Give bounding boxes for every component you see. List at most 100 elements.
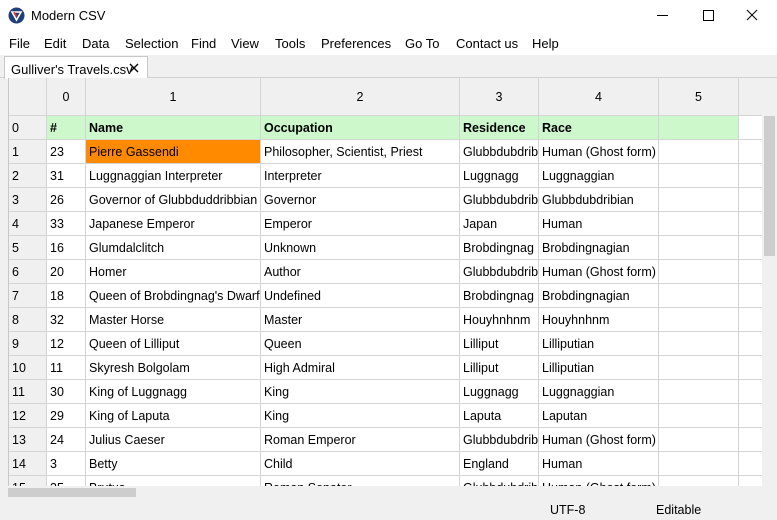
data-cell[interactable]: Glubbdubdribian: [539, 188, 659, 212]
data-cell[interactable]: Queen of Lilliput: [86, 332, 261, 356]
column-header[interactable]: 4: [539, 78, 659, 116]
data-cell[interactable]: 24: [47, 428, 86, 452]
data-cell[interactable]: 32: [47, 308, 86, 332]
data-cell[interactable]: [659, 476, 739, 486]
data-cell[interactable]: [739, 188, 762, 212]
vertical-scrollbar[interactable]: [762, 78, 777, 498]
data-cell[interactable]: 29: [47, 404, 86, 428]
row-header[interactable]: 12: [9, 404, 47, 428]
data-cell[interactable]: Brobdingnagian: [539, 284, 659, 308]
data-cell[interactable]: Brobdingnag: [460, 236, 539, 260]
data-cell[interactable]: Human (Ghost form): [539, 428, 659, 452]
header-cell[interactable]: #: [47, 116, 86, 140]
row-header[interactable]: 13: [9, 428, 47, 452]
data-cell[interactable]: 35: [47, 476, 86, 486]
scroll-thumb[interactable]: [8, 488, 136, 497]
data-cell[interactable]: Lilliputian: [539, 356, 659, 380]
data-cell[interactable]: Luggnagg: [460, 164, 539, 188]
data-cell[interactable]: Houyhnhnm: [539, 308, 659, 332]
tab-close[interactable]: [129, 63, 139, 73]
data-cell[interactable]: [659, 140, 739, 164]
data-cell[interactable]: Glumdalclitch: [86, 236, 261, 260]
data-cell[interactable]: Lilliputian: [539, 332, 659, 356]
data-cell[interactable]: Interpreter: [261, 164, 460, 188]
data-cell[interactable]: 16: [47, 236, 86, 260]
row-header[interactable]: 1: [9, 140, 47, 164]
data-cell[interactable]: Human (Ghost form): [539, 476, 659, 486]
row-header[interactable]: 9: [9, 332, 47, 356]
data-cell[interactable]: Betty: [86, 452, 261, 476]
data-cell[interactable]: Brutus: [86, 476, 261, 486]
data-cell[interactable]: King: [261, 404, 460, 428]
data-cell[interactable]: [659, 452, 739, 476]
data-cell[interactable]: 12: [47, 332, 86, 356]
data-cell[interactable]: Luggnaggian: [539, 380, 659, 404]
data-cell[interactable]: 33: [47, 212, 86, 236]
data-cell[interactable]: Philosopher, Scientist, Priest: [261, 140, 460, 164]
data-cell[interactable]: Glubbdubdrib: [460, 476, 539, 486]
data-cell[interactable]: Houyhnhnm: [460, 308, 539, 332]
data-cell[interactable]: Laputan: [539, 404, 659, 428]
data-cell[interactable]: Lilliput: [460, 332, 539, 356]
header-cell[interactable]: [659, 116, 739, 140]
data-cell[interactable]: Luggnagg: [460, 380, 539, 404]
data-cell[interactable]: [739, 212, 762, 236]
data-cell[interactable]: Japanese Emperor: [86, 212, 261, 236]
column-header[interactable]: 3: [460, 78, 539, 116]
menu-item[interactable]: Help: [532, 36, 559, 51]
column-header[interactable]: 1: [86, 78, 261, 116]
data-cell[interactable]: [659, 380, 739, 404]
menu-item[interactable]: Preferences: [321, 36, 392, 51]
data-cell[interactable]: Unknown: [261, 236, 460, 260]
data-cell[interactable]: King: [261, 380, 460, 404]
menu-item[interactable]: File: [9, 36, 30, 51]
data-cell[interactable]: Homer: [86, 260, 261, 284]
data-cell[interactable]: Pierre Gassendi: [86, 140, 261, 164]
data-cell[interactable]: [739, 308, 762, 332]
data-cell[interactable]: 18: [47, 284, 86, 308]
menu-item[interactable]: Go To: [405, 36, 440, 51]
data-cell[interactable]: [739, 164, 762, 188]
data-cell[interactable]: Glubbdubdrib: [460, 260, 539, 284]
column-header[interactable]: [739, 78, 762, 116]
menu-item[interactable]: View: [231, 36, 259, 51]
row-header[interactable]: 3: [9, 188, 47, 212]
data-cell[interactable]: King of Luggnagg: [86, 380, 261, 404]
menu-item[interactable]: Selection: [125, 36, 179, 51]
data-cell[interactable]: [739, 236, 762, 260]
data-cell[interactable]: Governor of Glubbduddribbian: [86, 188, 261, 212]
data-cell[interactable]: [659, 428, 739, 452]
data-cell[interactable]: Queen: [261, 332, 460, 356]
data-cell[interactable]: Human: [539, 212, 659, 236]
data-cell[interactable]: 26: [47, 188, 86, 212]
data-cell[interactable]: [739, 452, 762, 476]
row-header[interactable]: 2: [9, 164, 47, 188]
menu-item[interactable]: Edit: [44, 36, 67, 51]
data-cell[interactable]: [739, 476, 762, 486]
data-cell[interactable]: [659, 188, 739, 212]
menu-item[interactable]: Contact us: [456, 36, 519, 51]
data-cell[interactable]: Brobdingnagian: [539, 236, 659, 260]
data-cell[interactable]: [659, 308, 739, 332]
data-cell[interactable]: [739, 404, 762, 428]
row-header[interactable]: 4: [9, 212, 47, 236]
data-cell[interactable]: Japan: [460, 212, 539, 236]
data-cell[interactable]: Brobdingnag: [460, 284, 539, 308]
header-cell[interactable]: Occupation: [261, 116, 460, 140]
data-cell[interactable]: Human (Ghost form): [539, 260, 659, 284]
data-cell[interactable]: [739, 260, 762, 284]
column-header[interactable]: 5: [659, 78, 739, 116]
data-cell[interactable]: Queen of Brobdingnag's Dwarf: [86, 284, 261, 308]
row-header[interactable]: 8: [9, 308, 47, 332]
window-controls[interactable]: [640, 0, 777, 31]
data-cell[interactable]: 30: [47, 380, 86, 404]
data-cell[interactable]: [659, 332, 739, 356]
data-cell[interactable]: [739, 356, 762, 380]
data-cell[interactable]: 3: [47, 452, 86, 476]
data-cell[interactable]: Luggnaggian: [539, 164, 659, 188]
data-cell[interactable]: King of Laputa: [86, 404, 261, 428]
data-cell[interactable]: Laputa: [460, 404, 539, 428]
row-header[interactable]: 14: [9, 452, 47, 476]
data-cell[interactable]: [739, 140, 762, 164]
row-header[interactable]: 15: [9, 476, 47, 486]
